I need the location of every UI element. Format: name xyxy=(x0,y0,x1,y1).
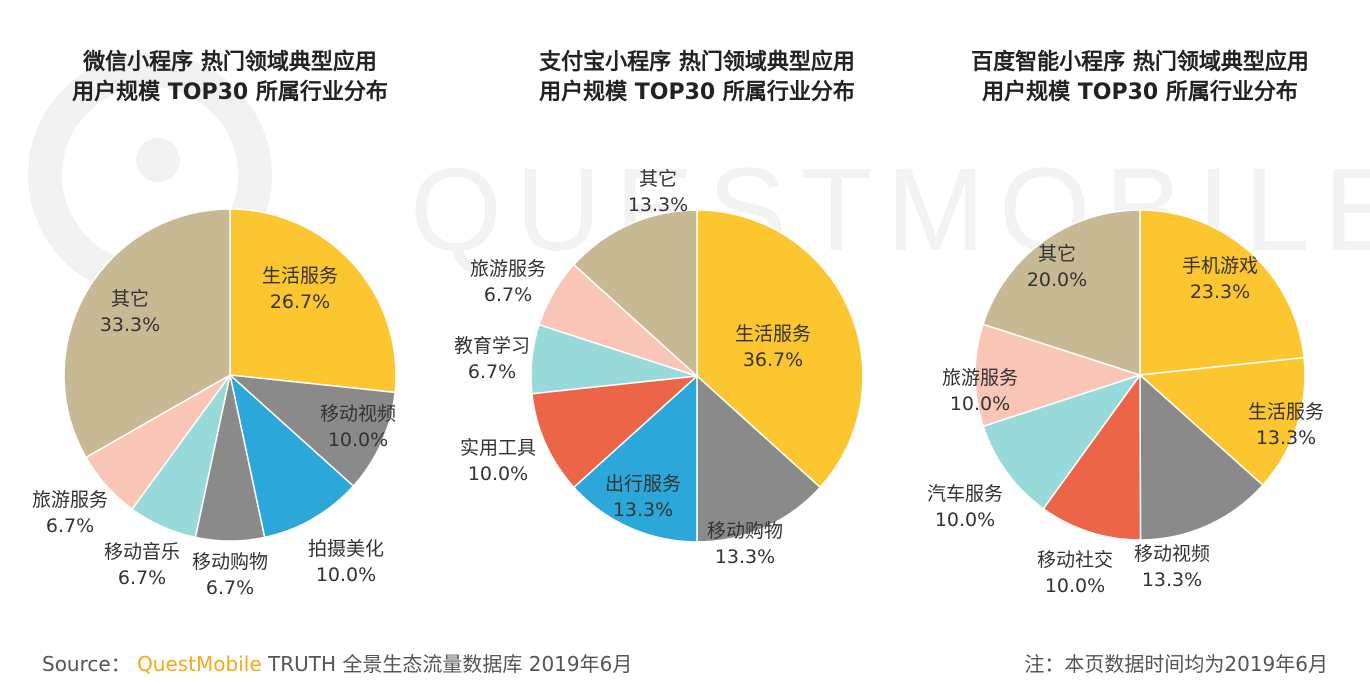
slice-label-2-1: 生活服务 xyxy=(1248,401,1324,423)
pie-slice-2-5 xyxy=(974,323,1143,428)
chart-title-line1: 百度智能小程序 热门领域典型应用 xyxy=(971,50,1309,75)
pie-slice-1-6 xyxy=(572,209,698,378)
note-line: 注：本页数据时间均为2019年6月 xyxy=(1024,652,1328,676)
slice-label-0-5: 旅游服务 xyxy=(32,489,108,511)
slice-label-0-3: 移动购物 xyxy=(192,551,268,573)
chart-title-line2: 用户规模 TOP30 所属行业分布 xyxy=(982,80,1298,105)
slice-label-2-5: 旅游服务 xyxy=(942,367,1018,389)
source-rest: TRUTH 全景生态流量数据库 2019年6月 xyxy=(268,652,633,676)
pie-slice-1-1 xyxy=(696,374,822,543)
pie-slice-1-3 xyxy=(531,375,700,489)
slice-value-1-0: 36.7% xyxy=(743,349,803,371)
slice-value-0-6: 33.3% xyxy=(100,314,160,336)
pie-slice-2-6 xyxy=(982,209,1141,377)
chart-title-baidu: 百度智能小程序 热门领域典型应用 用户规模 TOP30 所属行业分布 xyxy=(930,48,1350,108)
slice-value-0-2: 10.0% xyxy=(316,564,376,586)
pie-slice-2-0 xyxy=(1139,209,1305,376)
pie-slice-0-2 xyxy=(228,372,355,539)
chart-title-wechat: 微信小程序 热门领域典型应用 用户规模 TOP30 所属行业分布 xyxy=(20,48,440,108)
source-prefix: Source： xyxy=(42,652,131,676)
slice-label-0-2: 拍摄美化 xyxy=(308,538,384,560)
slice-value-2-4: 10.0% xyxy=(935,509,995,531)
slice-label-2-2: 移动视频 xyxy=(1134,543,1210,565)
slice-value-2-3: 10.0% xyxy=(1045,575,1105,597)
chart-title-line1: 微信小程序 热门领域典型应用 xyxy=(83,50,377,75)
slice-value-1-5: 6.7% xyxy=(484,284,532,306)
slice-label-0-4: 移动音乐 xyxy=(104,541,180,563)
slice-value-0-3: 6.7% xyxy=(206,577,254,599)
slice-value-1-4: 6.7% xyxy=(468,361,516,383)
chart-title-alipay: 支付宝小程序 热门领域典型应用 用户规模 TOP30 所属行业分布 xyxy=(487,48,907,108)
slice-label-1-3: 实用工具 xyxy=(460,437,536,459)
chart-title-line2: 用户规模 TOP30 所属行业分布 xyxy=(539,80,855,105)
pie-chart-0: 生活服务 26.7% 移动视频 10.0% 拍摄美化 10.0% 移动购物 6.7% 移动音乐 6… xyxy=(32,208,397,599)
slice-label-1-4: 教育学习 xyxy=(454,335,530,357)
slice-label-1-6: 其它 xyxy=(639,168,677,190)
pie-slice-0-1 xyxy=(227,374,396,488)
slice-value-2-0: 23.3% xyxy=(1190,281,1250,303)
slice-label-2-4: 汽车服务 xyxy=(927,483,1003,505)
chart-title-line2: 用户规模 TOP30 所属行业分布 xyxy=(72,80,388,105)
pie-slice-1-0 xyxy=(696,209,864,489)
pie-slice-2-1 xyxy=(1138,356,1306,487)
slice-value-1-3: 10.0% xyxy=(468,463,528,485)
slice-label-0-0: 生活服务 xyxy=(262,265,338,287)
slice-value-2-6: 20.0% xyxy=(1027,269,1087,291)
slice-value-2-2: 13.3% xyxy=(1142,569,1202,591)
pie-chart-2: 手机游戏 23.3% 生活服务 13.3% 移动视频 13.3% 移动社交 10.0% 汽车服务… xyxy=(927,209,1324,597)
slice-value-0-4: 6.7% xyxy=(118,567,166,589)
slice-value-0-5: 6.7% xyxy=(46,515,94,537)
pie-slice-2-2 xyxy=(1139,373,1264,541)
pie-slice-2-3 xyxy=(1042,372,1142,541)
slice-label-2-0: 手机游戏 xyxy=(1182,255,1258,277)
source-line: Source： QuestMobile TRUTH 全景生态流量数据库 2019… xyxy=(42,648,632,677)
slice-label-1-1: 移动购物 xyxy=(707,520,783,542)
slice-value-2-5: 10.0% xyxy=(950,393,1010,415)
slice-label-2-6: 其它 xyxy=(1038,243,1076,265)
slice-label-1-0: 生活服务 xyxy=(735,323,811,345)
slice-value-1-6: 13.3% xyxy=(628,194,688,216)
chart-title-line1: 支付宝小程序 热门领域典型应用 xyxy=(539,50,855,75)
source-brand: QuestMobile xyxy=(137,652,262,676)
slice-value-1-2: 13.3% xyxy=(613,499,673,521)
slice-value-0-1: 10.0% xyxy=(328,429,388,451)
slice-value-1-1: 13.3% xyxy=(715,546,775,568)
pie-slice-1-2 xyxy=(572,374,698,543)
pie-slice-2-4 xyxy=(982,373,1142,510)
pie-slice-0-0 xyxy=(229,208,397,394)
pie-slice-0-6 xyxy=(63,208,231,459)
pie-chart-1: 生活服务 36.7% 移动购物 13.3% 出行服务 13.3% 实用工具 10.0% 教育学习… xyxy=(454,168,864,568)
slice-label-1-5: 旅游服务 xyxy=(470,258,546,280)
slice-label-2-3: 移动社交 xyxy=(1037,549,1113,571)
slice-label-0-6: 其它 xyxy=(111,288,149,310)
slice-label-0-1: 移动视频 xyxy=(320,403,396,425)
slice-label-1-2: 出行服务 xyxy=(605,473,681,495)
slice-value-0-0: 26.7% xyxy=(270,291,330,313)
slice-value-2-1: 13.3% xyxy=(1256,427,1316,449)
